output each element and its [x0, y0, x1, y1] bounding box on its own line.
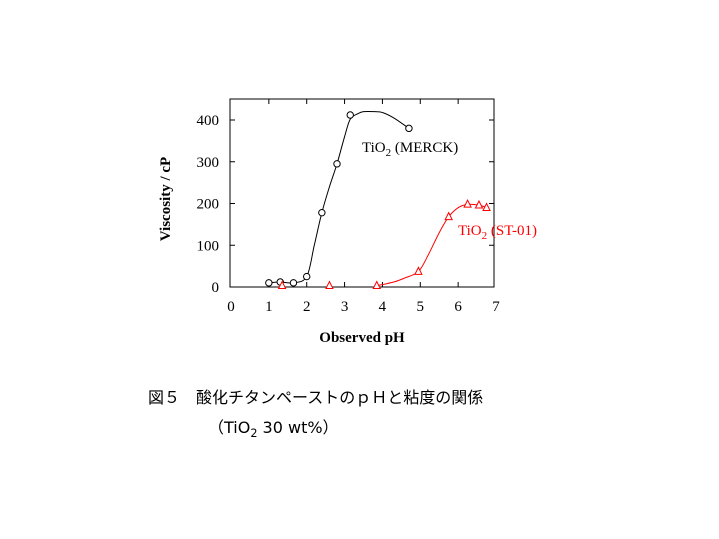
y-tick-label: 400 — [197, 113, 220, 129]
x-tick-label: 4 — [379, 299, 387, 315]
x-tick-label: 5 — [417, 299, 425, 315]
data-point-st01 — [474, 199, 484, 209]
series-line-merck — [268, 110, 410, 284]
x-axis-label: Observed pH — [319, 330, 405, 346]
data-point-merck — [333, 160, 341, 168]
data-point-st01 — [277, 280, 287, 290]
y-tick-label: 0 — [212, 280, 220, 296]
data-point-st01 — [482, 202, 491, 211]
x-axis-ticks: 0 1 2 3 4 5 6 7 — [227, 99, 500, 315]
y-tick-label: 300 — [197, 155, 220, 171]
data-point-st01 — [372, 280, 382, 290]
x-tick-label: 6 — [454, 299, 462, 315]
data-point-merck — [318, 208, 326, 217]
data-point-st01 — [463, 199, 472, 208]
series-label-merck: TiO2 (MERCK) — [362, 140, 458, 159]
data-point-st01 — [444, 211, 453, 221]
x-tick-label: 0 — [227, 299, 235, 315]
y-tick-label: 100 — [197, 238, 220, 254]
series-label-st01: TiO2 (ST-01) — [458, 223, 537, 242]
data-point-merck — [346, 111, 354, 119]
y-tick-label: 200 — [197, 197, 220, 213]
series-line-st01 — [376, 203, 487, 287]
caption-subtitle-rest: 30 wt%） — [257, 418, 339, 437]
y-axis-label: Viscosity / cP — [158, 157, 174, 241]
figure-caption-subtitle: （TiO2 30 wt%） — [208, 414, 339, 440]
x-tick-label: 1 — [265, 299, 273, 315]
x-tick-label: 3 — [341, 299, 349, 315]
data-point-merck — [265, 279, 273, 287]
x-tick-label: 2 — [303, 299, 311, 315]
plot-frame — [229, 98, 495, 288]
x-tick-label: 7 — [492, 299, 500, 315]
data-point-st01 — [325, 280, 334, 290]
data-point-merck — [289, 279, 298, 287]
y-axis-ticks: 0 100 200 300 400 — [197, 113, 494, 296]
figure-caption-title: 図５ 酸化チタンペーストのｐＨと粘度の関係 — [148, 388, 484, 407]
series-markers — [265, 111, 491, 290]
caption-subtitle-subscript: 2 — [250, 427, 258, 441]
data-point-st01 — [414, 266, 423, 275]
series-curves — [268, 110, 487, 287]
data-point-merck — [303, 272, 311, 281]
data-point-merck — [405, 124, 413, 133]
caption-subtitle-open: （TiO — [208, 418, 251, 437]
